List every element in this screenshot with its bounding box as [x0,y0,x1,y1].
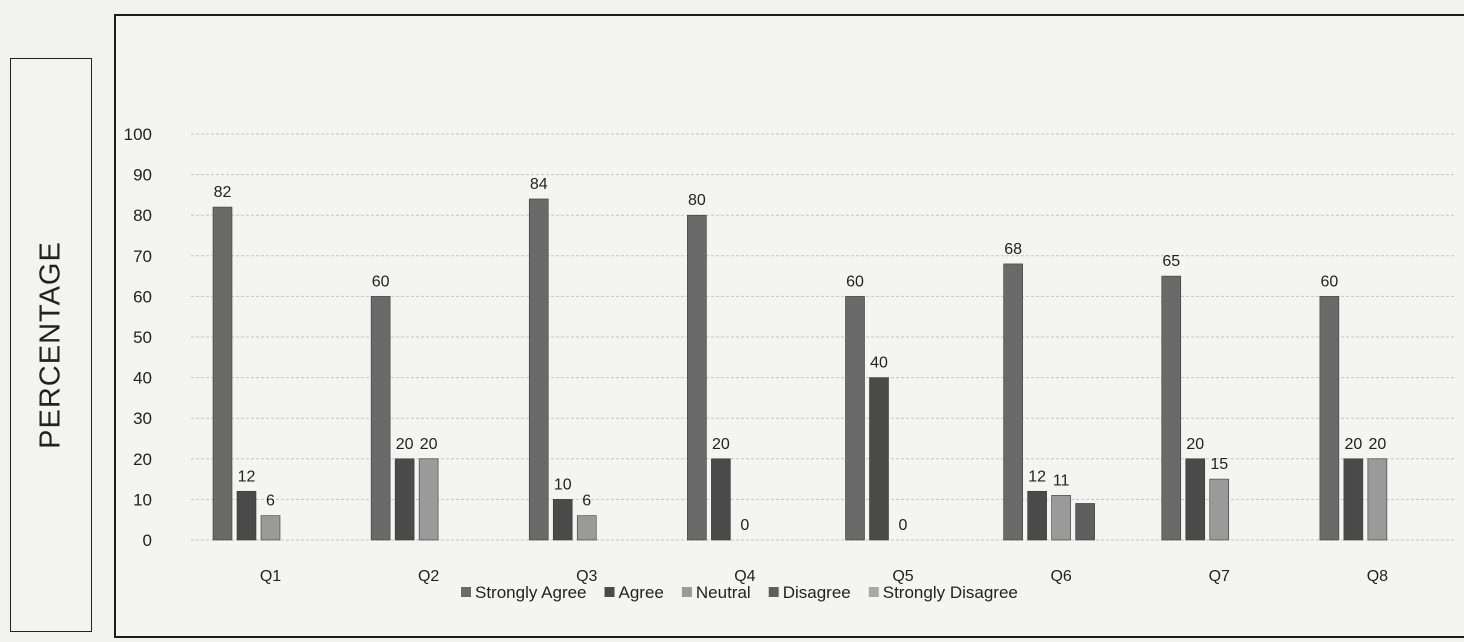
data-label: 60 [1320,273,1338,290]
x-category-label: Q3 [576,568,597,585]
data-label: 11 [1053,472,1070,489]
y-axis-label-box: PERCENTAGE [10,58,92,632]
bar-agree [552,499,573,541]
legend-swatch [868,587,879,597]
y-tick-label: 60 [133,287,152,306]
x-axis-categories: Q1 Q2 Q3 Q4 Q5 Q6 Q7 Q8 [260,568,1388,585]
data-label: 12 [1028,468,1046,485]
legend-label: Strongly Agree [475,583,587,602]
data-label: 84 [530,176,548,193]
bar-strongly-agree [1003,263,1023,541]
bar-agree [394,458,415,541]
y-tick-label: 100 [124,125,152,144]
y-tick-label: 90 [133,166,152,185]
data-label: 0 [740,517,749,534]
data-labels: 82 12 6 60 20 20 84 10 6 80 20 0 60 40 0 68 12 11 65 20 15 60… [214,176,1387,534]
y-tick-label: 80 [133,206,152,225]
data-label: 60 [372,273,390,290]
bar-strongly-agree [845,296,865,541]
data-label: 12 [238,468,256,485]
data-label: 6 [582,493,591,510]
y-tick-label: 40 [133,369,152,388]
bar-strongly-agree [1161,275,1182,541]
x-category-label: Q6 [1050,568,1071,585]
legend-swatch [768,587,779,597]
bar-neutral [1367,458,1388,541]
bar-agree [236,490,257,541]
data-label: 20 [1344,436,1362,453]
legend-swatch [461,587,471,597]
legend: Strongly Agree Agree Neutral Disagree Strong… [461,583,1018,602]
legend-swatch [681,587,692,597]
bar-neutral [576,515,597,541]
legend-swatch [604,587,615,597]
data-label: 82 [214,184,232,201]
x-category-label: Q7 [1209,568,1230,585]
data-label: 40 [870,355,888,372]
gridlines [191,133,1456,541]
bar-agree [869,377,889,541]
bar-disagree [1075,503,1095,541]
bar-agree [1343,458,1364,541]
data-label: 60 [846,273,864,290]
y-tick-label: 10 [133,490,152,509]
data-label: 20 [1368,436,1386,453]
bar-agree [711,458,731,541]
x-category-label: Q4 [734,568,755,585]
data-label: 15 [1210,456,1228,473]
data-label: 68 [1004,241,1022,258]
y-tick-label: 30 [133,409,152,428]
legend-label: Agree [619,583,664,602]
x-category-label: Q1 [260,568,281,585]
bar-neutral [1051,495,1071,541]
y-tick-label: 20 [133,450,152,469]
data-label: 10 [554,476,572,493]
bars [212,198,1388,541]
data-label: 20 [712,436,730,453]
bar-agree [1185,458,1206,541]
chart-frame: 0 10 20 30 40 50 60 70 80 90 100 82 12 6 60 20 20 84 10 6 8… [114,14,1464,638]
data-label: 0 [899,517,908,534]
x-category-label: Q8 [1367,568,1388,585]
bar-neutral [1209,478,1230,541]
legend-label: Disagree [783,583,851,602]
data-label: 20 [1186,436,1204,453]
data-label: 6 [266,493,275,510]
bar-neutral [418,458,439,541]
x-category-label: Q2 [418,568,439,585]
y-axis-label: PERCENTAGE [34,241,67,449]
data-label: 80 [688,192,706,209]
legend-label: Neutral [696,583,751,602]
data-label: 65 [1162,253,1180,270]
bar-strongly-agree [528,198,549,541]
data-label: 20 [396,436,414,453]
y-tick-label: 0 [143,531,152,550]
x-category-label: Q5 [892,568,913,585]
bar-strongly-agree [1319,296,1340,541]
y-tick-label: 70 [133,247,152,266]
y-tick-label: 50 [133,328,152,347]
legend-label: Strongly Disagree [883,583,1018,602]
bar-neutral [260,515,281,541]
bar-strongly-agree [370,296,391,541]
y-axis-ticks: 0 10 20 30 40 50 60 70 80 90 100 [124,125,152,550]
bar-strongly-agree [212,206,233,541]
bar-agree [1027,490,1047,541]
data-label: 20 [420,436,438,453]
bar-strongly-agree [687,214,707,541]
